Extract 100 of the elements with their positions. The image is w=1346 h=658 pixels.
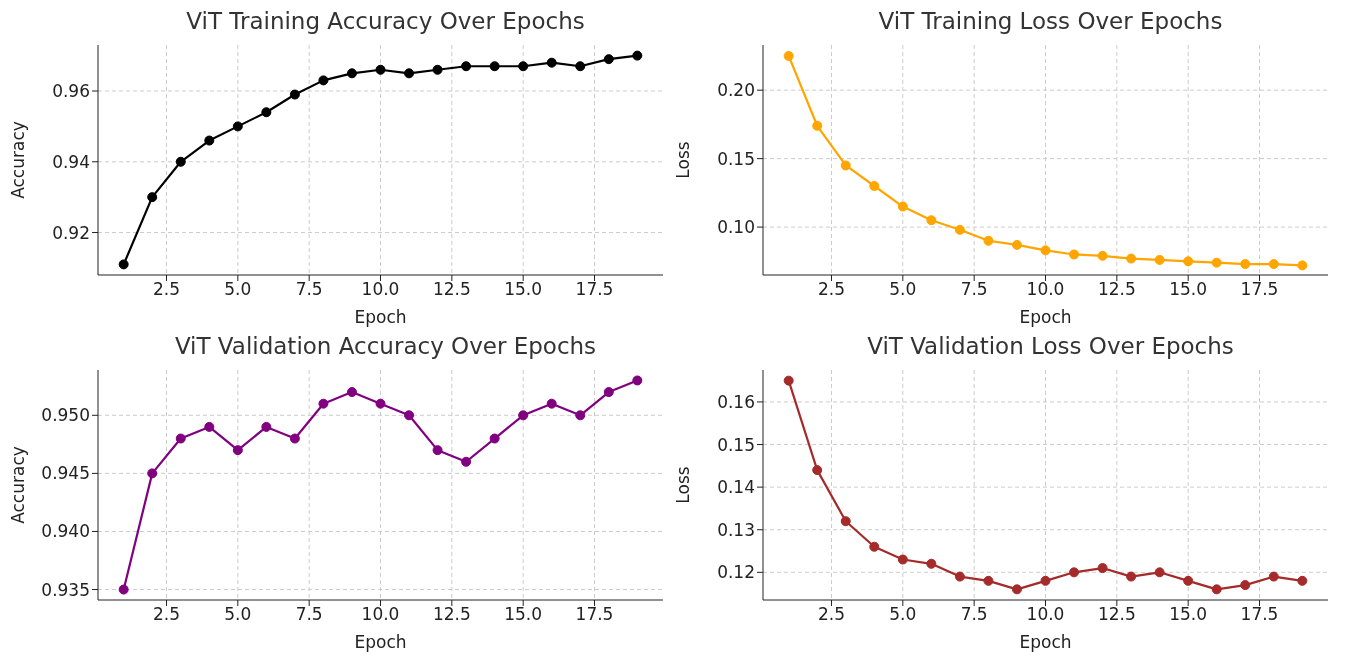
y-tick-label: 0.935 [41,579,90,600]
point [1011,239,1022,250]
point [897,554,908,565]
point [812,465,823,476]
point [1297,260,1308,271]
chart-title: ViT Training Accuracy Over Epochs [185,8,586,36]
point [289,433,300,444]
x-tick-label: 12.5 [432,604,471,625]
y-tick-label: 0.12 [717,562,755,583]
x-tick-label: 12.5 [432,279,471,300]
point [461,61,472,72]
y-tick-label: 0.20 [717,80,755,101]
point [318,75,329,86]
y-tick-label: 0.14 [717,477,755,498]
x-tick-label: 15.0 [504,279,543,300]
y-axis-title: Loss [673,466,694,504]
point [983,575,994,586]
x-tick-label: 5.0 [224,604,252,625]
x-tick-label: 15.0 [504,604,543,625]
x-tick-label: 10.0 [1026,604,1065,625]
point [1097,563,1108,574]
point [632,50,643,61]
point [1240,580,1251,591]
point [289,89,300,100]
point [1240,259,1251,270]
point [926,215,937,226]
x-tick-label: 15.0 [1169,604,1208,625]
point [1069,249,1080,260]
point [603,387,614,398]
x-axis-title: Epoch [354,632,407,652]
point [983,235,994,246]
point [147,468,158,479]
x-tick-label: 7.5 [960,604,988,625]
point [518,61,529,72]
point [204,135,215,146]
point [432,445,443,456]
x-tick-label: 17.5 [1240,604,1279,625]
x-tick-label: 2.5 [152,604,181,625]
y-axis-title: Accuracy [8,121,29,199]
point [232,445,243,456]
x-tick-label: 7.5 [295,604,323,625]
point [489,433,500,444]
y-tick-label: 0.10 [717,217,755,238]
y-tick-label: 0.15 [717,148,755,169]
point [175,156,186,167]
point [954,224,965,235]
x-tick-label: 17.5 [575,279,614,300]
x-tick-label: 7.5 [960,279,988,300]
y-axis-title: Loss [673,141,694,179]
point [118,259,129,270]
point [897,201,908,212]
x-tick-label: 2.5 [152,279,181,300]
y-tick-label: 0.13 [717,519,755,540]
y-tick-label: 0.96 [52,81,90,102]
point [404,410,415,421]
point [783,375,794,386]
y-axis-title: Accuracy [8,446,29,524]
point [1183,256,1194,267]
point [1126,571,1137,582]
point [1126,253,1137,264]
point [840,160,851,171]
x-tick-label: 2.5 [817,604,846,625]
point [1040,575,1051,586]
y-tick-label: 0.950 [41,405,90,426]
y-tick-label: 0.15 [717,434,755,455]
x-tick-label: 2.5 [817,279,846,300]
point [232,121,243,132]
x-tick-label: 5.0 [889,279,917,300]
x-tick-label: 12.5 [1097,279,1136,300]
point [518,410,529,421]
point [261,107,272,118]
y-tick-label: 0.94 [52,151,90,172]
point [432,64,443,75]
chart-title: ViT Validation Loss Over Epochs [866,333,1235,361]
point [318,398,329,409]
x-tick-label: 10.0 [361,279,400,300]
point [461,456,472,467]
point [603,54,614,65]
chart-title: ViT Validation Accuracy Over Epochs [173,333,598,361]
point [1154,254,1165,265]
point [346,387,357,398]
x-tick-label: 7.5 [295,279,323,300]
point [1268,259,1279,270]
point [632,375,643,386]
point [118,584,129,595]
x-tick-label: 12.5 [1097,604,1136,625]
y-tick-label: 0.92 [52,222,90,243]
point [869,541,880,552]
point [1069,567,1080,578]
x-tick-label: 5.0 [224,279,252,300]
x-tick-label: 10.0 [1026,279,1065,300]
point [783,50,794,61]
point [1154,567,1165,578]
point [489,61,500,72]
point [812,120,823,131]
point [261,421,272,432]
point [346,68,357,79]
point [1183,575,1194,586]
point [546,57,557,68]
point [1211,257,1222,268]
